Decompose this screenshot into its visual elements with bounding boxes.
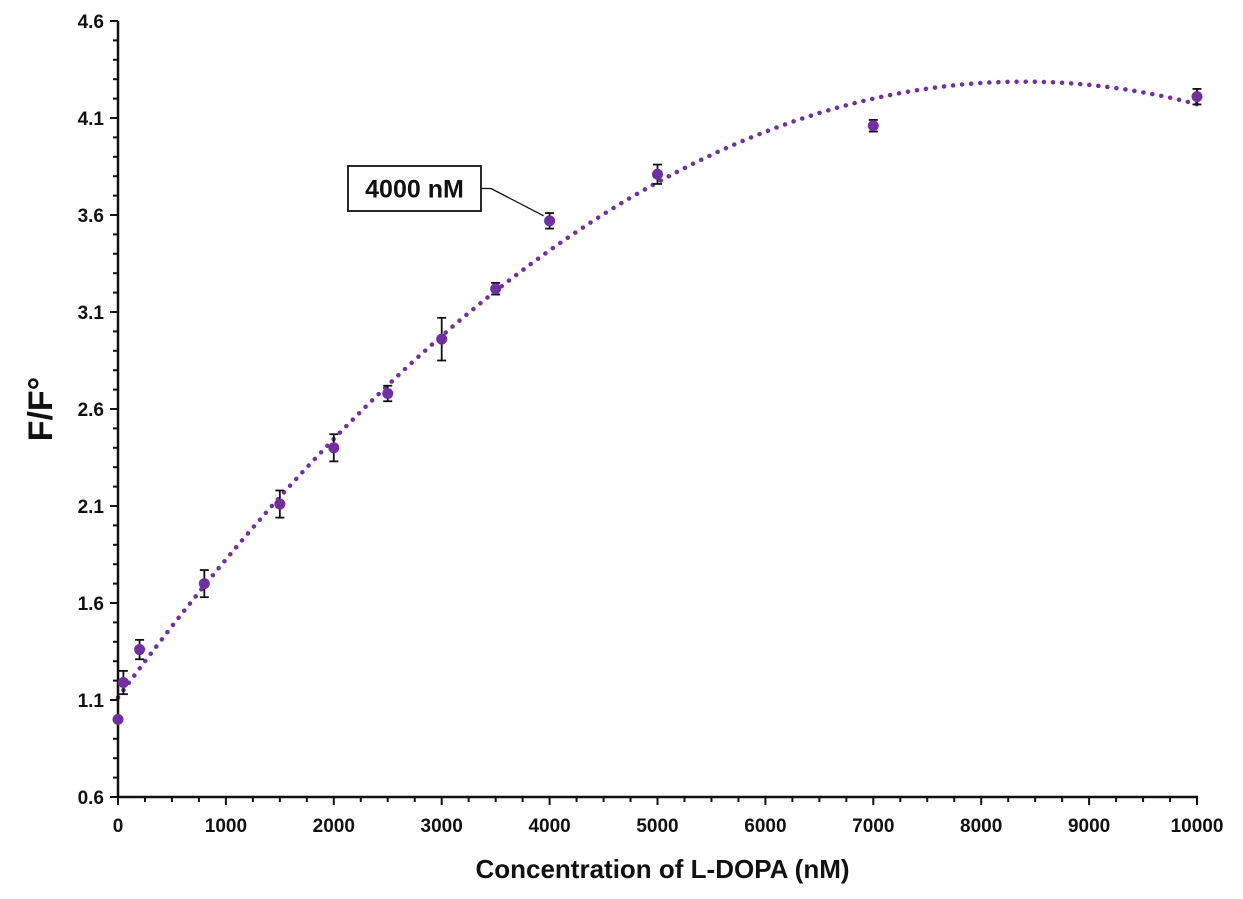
x-tick-label: 6000 — [744, 816, 786, 837]
x-tick-label: 3000 — [421, 816, 463, 837]
x-tick-label: 5000 — [636, 816, 678, 837]
x-tick-label: 4000 — [528, 816, 570, 837]
data-points-layer — [112, 88, 1203, 725]
annotation-box — [347, 165, 482, 212]
y-tick-label: 3.6 — [78, 206, 104, 227]
x-tick-label: 10000 — [1171, 816, 1224, 837]
axes-layer: 0 1000 2000 3000 4000 5000 6000 7000 8000 9000 100… — [78, 12, 1224, 837]
data-point — [436, 333, 448, 345]
y-tick-label: 1.1 — [78, 691, 105, 712]
x-tick-label: 7000 — [852, 816, 894, 837]
y-tick-label: 4.6 — [78, 12, 104, 33]
y-tick-label: 0.6 — [78, 788, 104, 809]
annotation-layer: 4000 nM — [347, 165, 544, 217]
annotation-leader-line — [490, 187, 544, 217]
y-tick-label: 2.6 — [78, 400, 104, 421]
trendline-layer — [115, 79, 1200, 700]
y-tick-label: 3.1 — [78, 303, 105, 324]
data-point — [198, 578, 210, 590]
data-point — [544, 215, 556, 227]
x-tick-label: 9000 — [1068, 816, 1110, 837]
x-tick-label: 0 — [113, 816, 124, 837]
data-point — [112, 713, 124, 725]
x-tick-label: 1000 — [205, 816, 247, 837]
data-point — [382, 387, 394, 399]
x-axis-title: Concentration of L-DOPA (nM) — [475, 854, 849, 884]
y-tick-label: 4.1 — [78, 109, 105, 130]
data-point — [490, 283, 502, 295]
data-point — [117, 677, 129, 689]
y-axis-title: F/F° — [22, 377, 60, 442]
y-tick-label: 1.6 — [78, 594, 104, 615]
data-point — [867, 120, 879, 132]
annotation-label: 4000 nM — [365, 176, 464, 204]
data-point — [652, 168, 663, 180]
y-tick-label: 2.1 — [78, 497, 105, 518]
data-point — [134, 644, 146, 656]
x-tick-label: 2000 — [313, 816, 355, 837]
polynomial-trendline — [115, 79, 1200, 700]
data-point — [328, 442, 340, 454]
data-point — [274, 498, 286, 510]
data-point — [1191, 91, 1203, 103]
x-tick-label: 8000 — [960, 816, 1002, 837]
